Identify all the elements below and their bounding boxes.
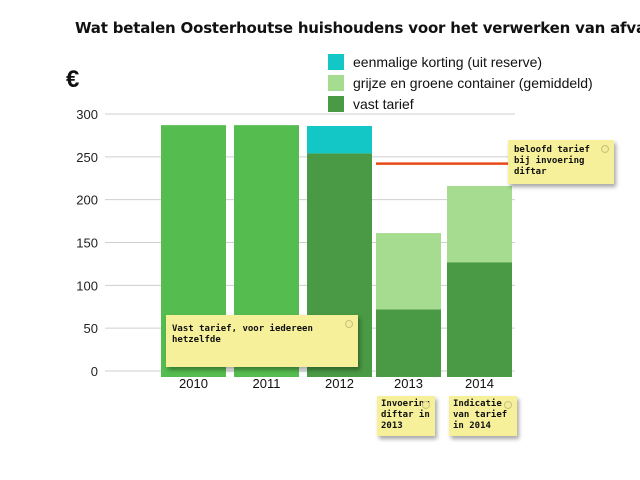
legend-item-vast-tarief: vast tarief [328,94,593,113]
y-tick-label: 250 [76,150,98,165]
bar-segment-2013-0 [376,309,441,377]
y-tick-label: 50 [84,321,98,336]
note-pin-icon [601,145,609,153]
note-pin-icon [422,401,430,409]
y-tick-label: 200 [76,193,98,208]
legend-label-vast-tarief: vast tarief [353,95,414,112]
note-indication-2014: Indicatie van tarief in 2014 [449,396,517,436]
note-fixed-rate-text: Vast tarief, voor iedereen hetzelfde [172,324,313,345]
x-tick-label: 2011 [253,376,281,391]
note-fixed-rate: Vast tarief, voor iedereen hetzelfde [166,315,358,367]
bar-segment-2014-0 [447,262,512,377]
y-tick-label: 300 [76,107,98,122]
x-tick-label: 2010 [179,376,208,391]
bar-segment-2014-1 [447,185,512,263]
note-promised-rate: beloofd tarief bij invoering diftar [508,140,614,184]
bar-segment-2012-2 [307,125,372,154]
legend-swatch-vast-tarief [328,95,344,112]
note-diftar-2013-text: Invoering diftar in 2013 [381,399,430,431]
x-tick-label: 2013 [394,376,423,391]
x-tick-label: 2012 [325,376,354,391]
note-indication-2014-text: Indicatie van tarief in 2014 [453,399,508,431]
note-pin-icon [345,320,353,328]
note-pin-icon [504,401,512,409]
y-axis-unit-label: € [66,66,80,93]
legend-label-korting: eenmalige korting (uit reserve) [353,53,543,70]
y-tick-label: 100 [76,278,98,293]
y-tick-label: 150 [76,236,98,251]
note-diftar-2013: Invoering diftar in 2013 [377,396,435,436]
legend-swatch-containers [328,74,344,91]
legend-item-korting: eenmalige korting (uit reserve) [328,52,593,71]
legend: eenmalige korting (uit reserve) grijze e… [328,52,593,115]
chart-title: Wat betalen Oosterhoutse huishoudens voo… [75,19,640,37]
legend-label-containers: grijze en groene container (gemiddeld) [353,74,593,91]
legend-swatch-korting [328,53,344,70]
note-promised-rate-text: beloofd tarief bij invoering diftar [514,145,590,177]
legend-item-containers: grijze en groene container (gemiddeld) [328,73,593,92]
x-tick-label: 2014 [465,376,494,391]
y-tick-label: 0 [91,364,98,379]
bar-segment-2013-1 [376,233,441,310]
